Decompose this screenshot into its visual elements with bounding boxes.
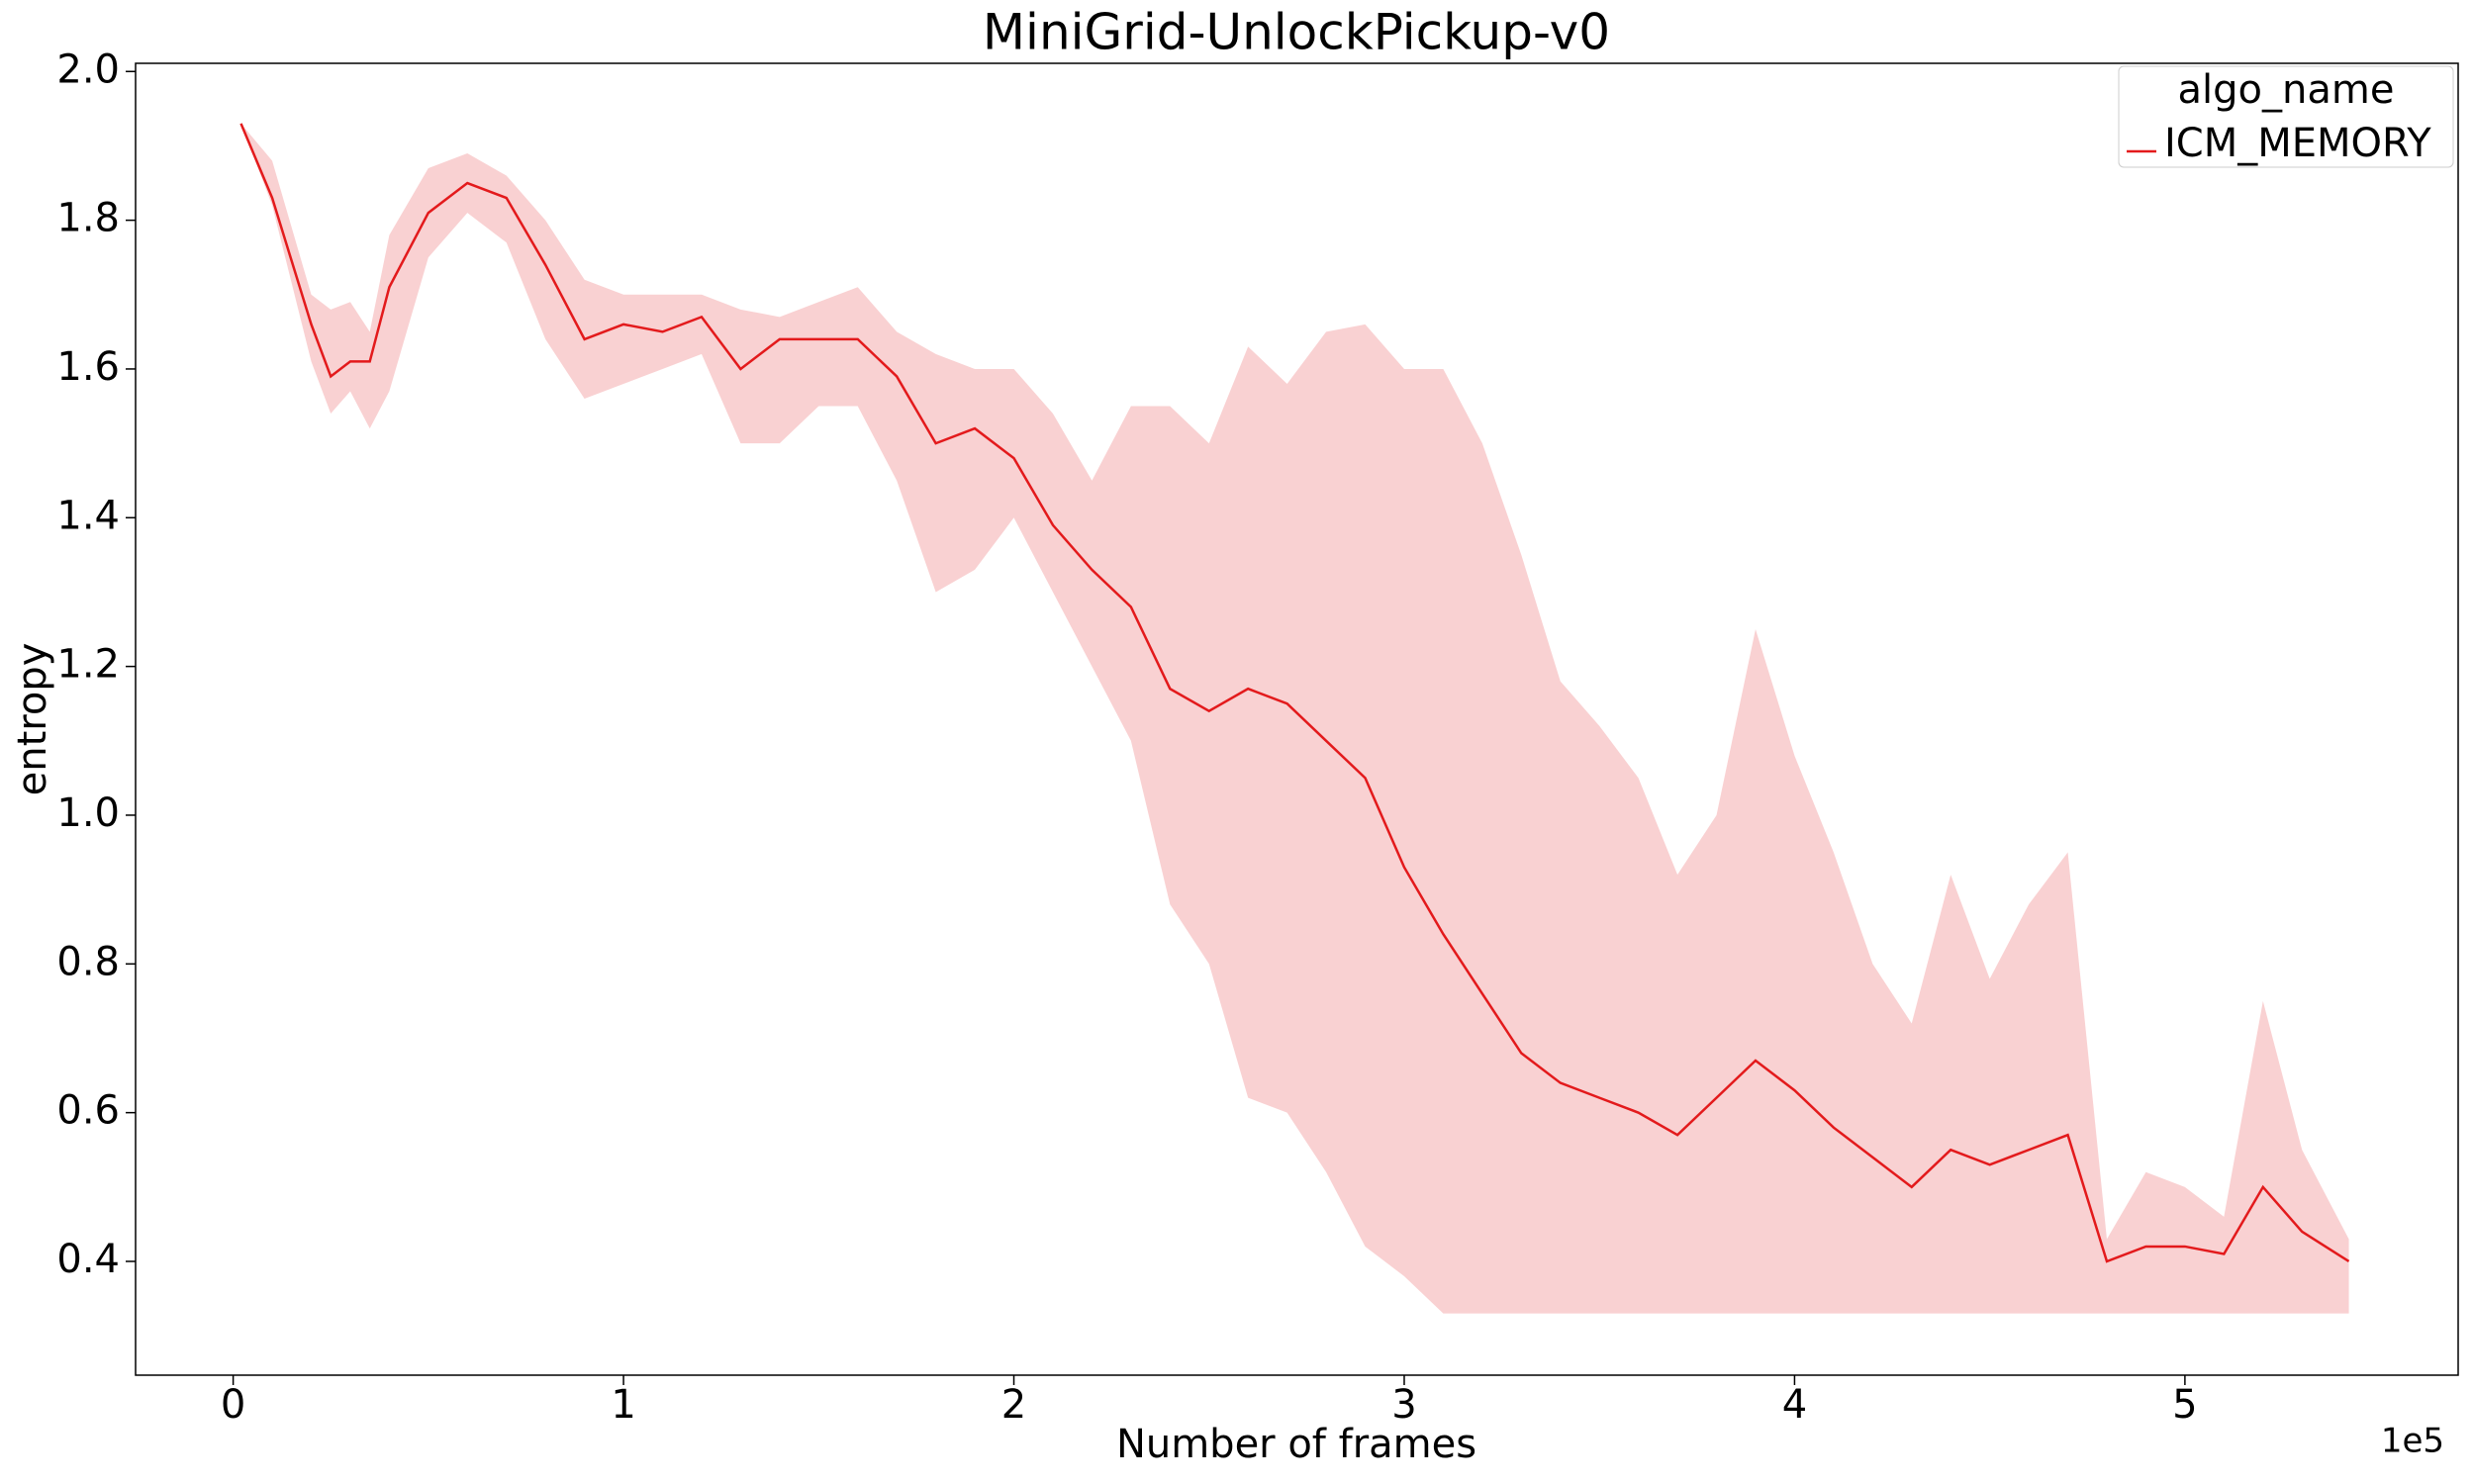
legend-box	[2118, 65, 2454, 168]
y-tick-label: 2.0	[56, 46, 120, 92]
x-tick-label: 0	[221, 1382, 245, 1428]
legend-label: ICM_MEMORY	[2164, 121, 2431, 166]
line	[239, 123, 2350, 1263]
x-tick-label: 2	[1001, 1382, 1026, 1428]
x-tick-label: 5	[2172, 1382, 2197, 1428]
y-tick-label: 1.2	[56, 642, 120, 688]
y-tick-label: 1.4	[56, 493, 120, 538]
y-tick-label: 1.0	[56, 790, 120, 836]
x-tick-label: 4	[1782, 1382, 1807, 1428]
y-tick-label: 1.6	[56, 344, 120, 390]
y-tick-label: 0.6	[56, 1088, 120, 1134]
chart-title: MiniGrid-UnlockPickup-v0	[983, 4, 1610, 61]
plot-frame	[135, 62, 2459, 1376]
y-tick-label: 1.8	[56, 196, 120, 241]
confidence-band	[240, 123, 2349, 1314]
x-tick-label: 1	[611, 1382, 635, 1428]
x-tick-label: 3	[1391, 1382, 1416, 1428]
legend-title: algo_name	[2178, 67, 2395, 113]
x-axis-label: Number of frames	[1116, 1422, 1476, 1467]
y-tick-label: 0.4	[56, 1237, 120, 1282]
y-axis-label: entropy	[10, 643, 55, 796]
x-offset-label: 1e5	[2381, 1422, 2444, 1461]
y-tick-label: 0.8	[56, 939, 120, 984]
